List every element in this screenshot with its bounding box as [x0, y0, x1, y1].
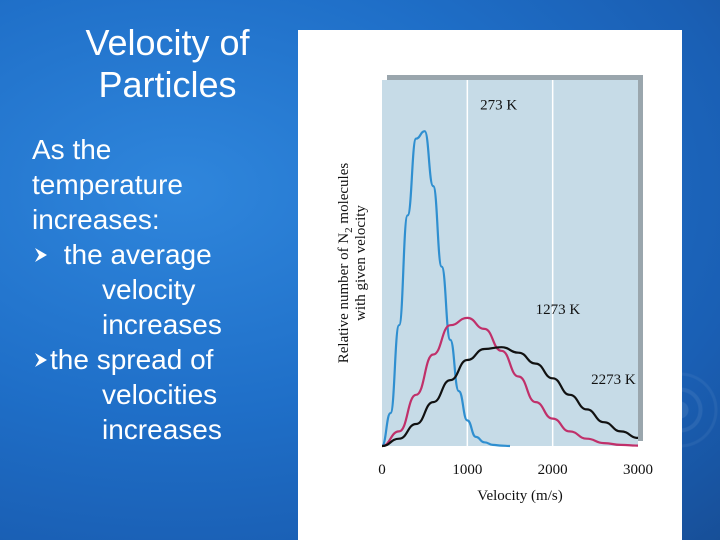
arrowhead-bullet-icon — [32, 246, 50, 264]
annotation-1273-k: 1273 K — [536, 302, 581, 318]
bullet-2-continuation-1: velocities — [102, 379, 218, 410]
bullet-2-continuation-2: increases — [102, 414, 222, 445]
bullet-1-continuation-2: increases — [102, 309, 222, 340]
bullet-spread-velocities: the spread of velocities increases — [32, 342, 292, 447]
slide-title: Velocity of Particles — [85, 22, 250, 106]
series-line-273-k — [380, 130, 511, 448]
annotation-2273-k: 2273 K — [591, 372, 636, 388]
intro-line-2: temperature — [32, 169, 183, 200]
intro-line-3: increases: — [32, 204, 160, 235]
x-tick-label: 1000 — [452, 462, 482, 478]
x-tick-label: 0 — [378, 462, 386, 478]
maxwell-distribution-chart: 273 K 1273 K 2273 K 0 1000 2000 3000 Velocity (… — [336, 75, 653, 504]
series-line-2273-k — [381, 346, 639, 448]
x-tick-label: 3000 — [623, 462, 653, 478]
chart-panel: 273 K 1273 K 2273 K 0 1000 2000 3000 Velocity (… — [298, 30, 682, 540]
x-axis-label: Velocity (m/s) — [477, 488, 562, 504]
x-tick-label: 2000 — [538, 462, 568, 478]
bullet-1-text: the average — [56, 239, 212, 270]
y-axis-label-line-2: with given velocity — [353, 205, 369, 321]
plot-area — [382, 80, 638, 446]
bullet-2-text: the spread of — [50, 344, 214, 375]
bullet-1-continuation-1: velocity — [102, 274, 196, 305]
series-line-1273-k — [381, 316, 639, 448]
intro-line-1: As the — [32, 134, 112, 165]
bullet-average-velocity: the average velocity increases — [32, 237, 292, 342]
slide-body: As the temperature increases: the averag… — [32, 132, 292, 447]
annotation-273-k: 273 K — [480, 97, 517, 113]
y-axis-label-line-1: Relative number of N2 molecules — [336, 163, 355, 364]
arrowhead-bullet-icon — [32, 351, 50, 369]
